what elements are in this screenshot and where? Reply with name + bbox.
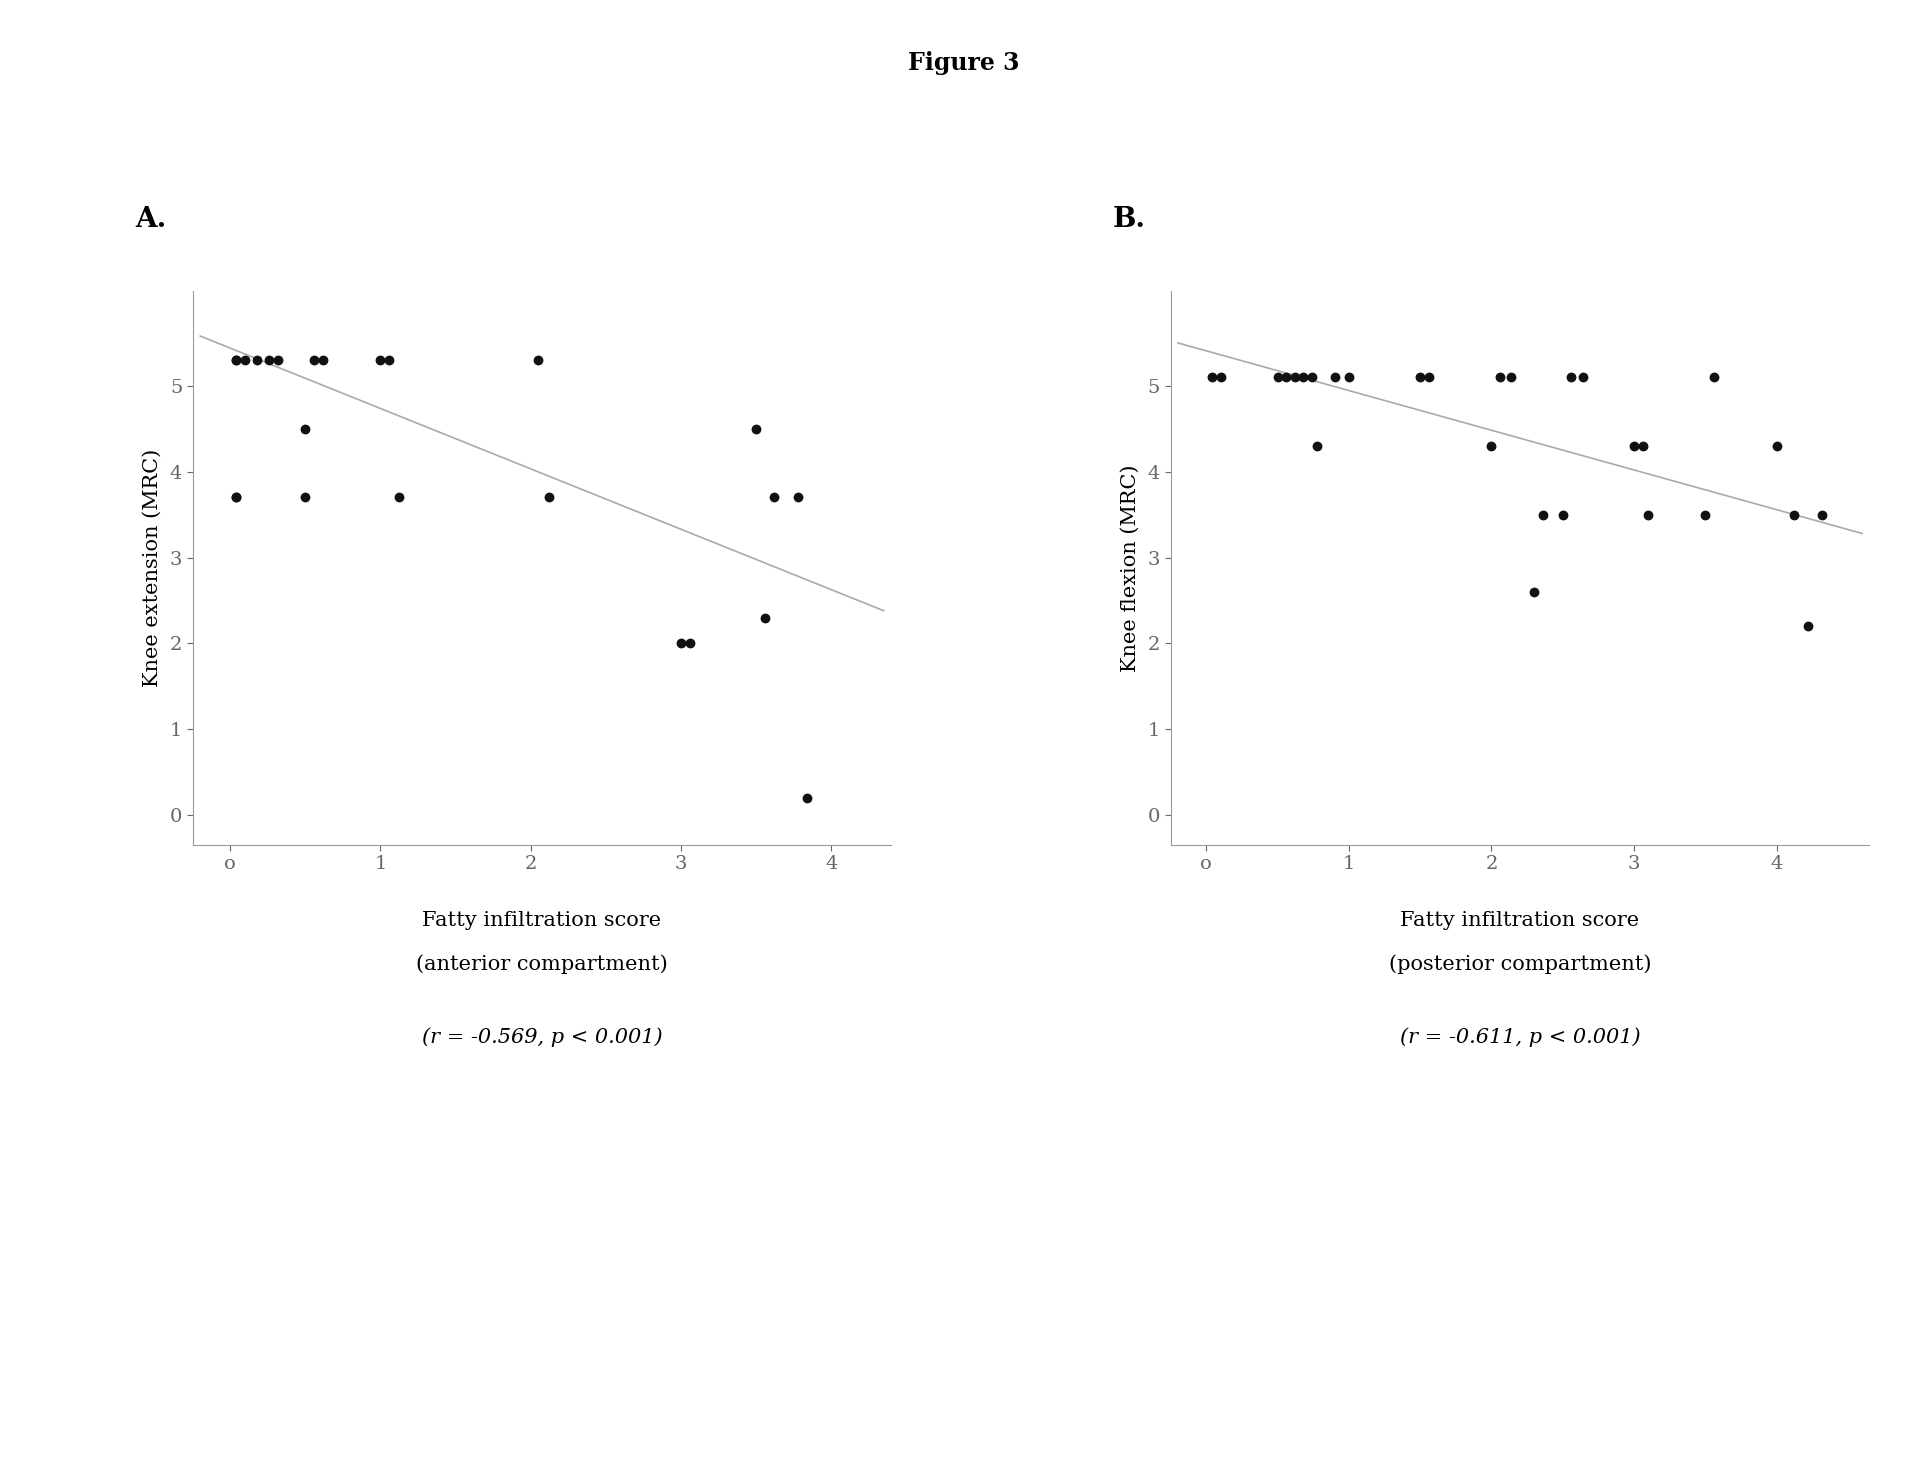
- Point: [243, 348, 274, 372]
- Point: [1262, 366, 1293, 389]
- Point: [1495, 366, 1526, 389]
- Text: A.: A.: [135, 205, 166, 233]
- Point: [1280, 366, 1310, 389]
- Point: [1476, 434, 1507, 457]
- Y-axis label: Knee flexion (MRC): Knee flexion (MRC): [1120, 465, 1139, 672]
- Point: [383, 485, 414, 508]
- Text: Fatty infiltration score: Fatty infiltration score: [422, 911, 661, 930]
- Point: [1555, 366, 1586, 389]
- Point: [1320, 366, 1351, 389]
- Point: [1484, 366, 1515, 389]
- Point: [1270, 366, 1301, 389]
- Point: [1779, 503, 1809, 526]
- Point: [1297, 366, 1328, 389]
- Point: [262, 348, 293, 372]
- Point: [289, 417, 320, 440]
- Point: [1761, 434, 1792, 457]
- Point: [1626, 434, 1657, 457]
- Y-axis label: Knee extension (MRC): Knee extension (MRC): [143, 449, 162, 688]
- Point: [1412, 366, 1443, 389]
- Point: [740, 417, 771, 440]
- Point: [308, 348, 339, 372]
- Point: [1632, 503, 1663, 526]
- Point: [674, 632, 705, 656]
- Point: [1204, 366, 1235, 389]
- Point: [222, 348, 252, 372]
- Point: [1567, 366, 1597, 389]
- Text: (r = -0.611, p < 0.001): (r = -0.611, p < 0.001): [1399, 1027, 1640, 1048]
- Text: Figure 3: Figure 3: [908, 51, 1019, 74]
- Point: [229, 348, 260, 372]
- Text: B.: B.: [1112, 205, 1147, 233]
- Point: [534, 485, 565, 508]
- Text: (anterior compartment): (anterior compartment): [416, 954, 669, 975]
- Point: [1287, 366, 1318, 389]
- Point: [1792, 615, 1823, 638]
- Text: (posterior compartment): (posterior compartment): [1389, 954, 1651, 975]
- Text: Fatty infiltration score: Fatty infiltration score: [1401, 911, 1640, 930]
- Point: [222, 485, 252, 508]
- Point: [1808, 503, 1838, 526]
- Point: [1518, 580, 1549, 603]
- Point: [1547, 503, 1578, 526]
- Point: [254, 348, 285, 372]
- Point: [1619, 434, 1650, 457]
- Point: [665, 632, 696, 656]
- Point: [1405, 366, 1436, 389]
- Point: [1690, 503, 1721, 526]
- Point: [750, 606, 780, 629]
- Point: [222, 485, 252, 508]
- Point: [374, 348, 405, 372]
- Point: [1698, 366, 1729, 389]
- Point: [1303, 434, 1333, 457]
- Point: [364, 348, 395, 372]
- Point: [222, 348, 252, 372]
- Text: (r = -0.569, p < 0.001): (r = -0.569, p < 0.001): [422, 1027, 663, 1048]
- Point: [1528, 503, 1559, 526]
- Point: [289, 485, 320, 508]
- Point: [1197, 366, 1227, 389]
- Point: [759, 485, 790, 508]
- Point: [299, 348, 330, 372]
- Point: [782, 485, 813, 508]
- Point: [522, 348, 553, 372]
- Point: [1333, 366, 1364, 389]
- Point: [792, 787, 823, 810]
